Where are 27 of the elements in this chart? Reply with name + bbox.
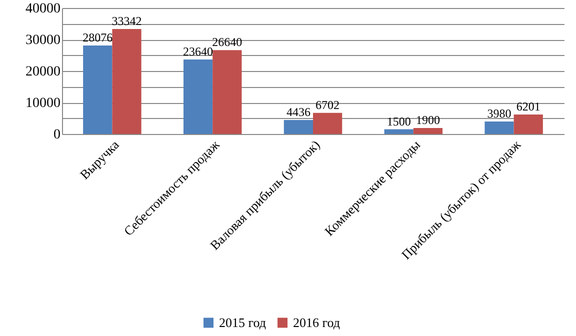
bar — [183, 60, 213, 134]
legend-label: 2015 год — [219, 314, 266, 330]
bar — [212, 50, 242, 134]
legend-label: 2016 год — [293, 314, 340, 330]
bar — [484, 121, 514, 134]
data-label: 3980 — [487, 106, 512, 120]
y-tick-label: 10000 — [26, 96, 60, 111]
data-label: 28076 — [82, 30, 113, 45]
y-tick-label: 20000 — [26, 64, 60, 80]
data-label: 33342 — [112, 14, 142, 28]
bar — [83, 46, 112, 134]
data-label: 6702 — [316, 98, 340, 112]
bar — [514, 114, 543, 134]
bar — [313, 112, 342, 134]
y-tick-label: 40000 — [26, 2, 60, 16]
data-label: 26640 — [212, 35, 242, 50]
bar — [284, 120, 313, 134]
bar — [384, 129, 414, 134]
data-label: 23640 — [183, 44, 214, 59]
data-label: 1900 — [416, 113, 440, 128]
data-label: 6201 — [516, 99, 540, 114]
bar — [112, 28, 142, 134]
data-label: 4436 — [286, 105, 310, 120]
bar — [413, 128, 443, 134]
y-tick-label: 30000 — [26, 33, 60, 48]
y-tick-label: 0 — [54, 128, 60, 142]
data-label: 1500 — [386, 114, 411, 128]
